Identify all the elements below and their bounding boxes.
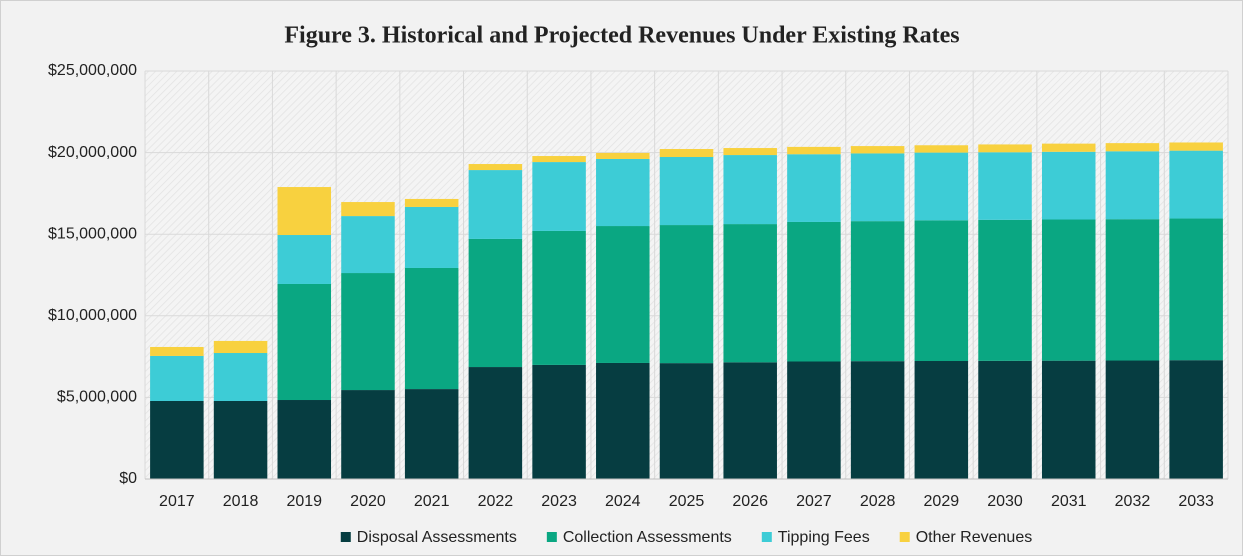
bar-segment [1041, 143, 1096, 152]
bar-segment [1105, 219, 1160, 361]
bar-segment [468, 170, 523, 239]
bar-segment [659, 225, 714, 364]
legend-swatch [761, 532, 772, 542]
bar-segment [150, 355, 204, 401]
x-tick-label: 2026 [732, 493, 768, 510]
x-tick-label: 2023 [541, 493, 577, 510]
x-tick-label: 2032 [1115, 493, 1151, 510]
bar-segment [914, 145, 969, 153]
x-tick-label: 2029 [924, 493, 960, 510]
bar-segment [978, 144, 1032, 153]
bar-segment [277, 400, 332, 479]
x-tick-label: 2027 [796, 493, 832, 510]
x-tick-label: 2025 [669, 493, 705, 510]
bar-segment [468, 164, 523, 171]
y-tick-label: $0 [119, 470, 137, 487]
x-tick-label: 2022 [478, 493, 514, 510]
bar-segment [213, 340, 268, 354]
x-tick-label: 2019 [286, 493, 322, 510]
x-tick-label: 2033 [1178, 493, 1214, 510]
bar-segment [150, 346, 204, 356]
bar-segment [532, 156, 586, 163]
bar-segment [468, 367, 523, 479]
bar-segment [787, 154, 841, 222]
bar-segment [659, 149, 714, 158]
bar-segment [1169, 360, 1223, 479]
x-tick-label: 2031 [1051, 493, 1087, 510]
bar-segment [1105, 360, 1160, 479]
x-tick-label: 2028 [860, 493, 896, 510]
bar-segment [468, 238, 523, 368]
bar-segment [150, 400, 204, 479]
y-tick-label: $20,000,000 [48, 144, 137, 161]
bar-segment [850, 361, 905, 479]
bar-segment [404, 206, 459, 268]
bar-segment [787, 146, 841, 155]
bar-segment [1041, 360, 1096, 479]
chart-title: Figure 3. Historical and Projected Reven… [284, 23, 959, 49]
bar-segment [1169, 142, 1223, 151]
x-tick-label: 2021 [414, 493, 450, 510]
bar-segment [850, 146, 905, 154]
bar-segment [1169, 150, 1223, 219]
bar-segment [277, 187, 332, 236]
legend-swatch [546, 532, 557, 542]
bar-segment [532, 230, 586, 365]
bar-segment [404, 198, 459, 207]
bar-segment [978, 219, 1032, 361]
y-tick-label: $25,000,000 [48, 62, 137, 79]
bar-segment [723, 148, 777, 156]
legend-swatch [899, 532, 910, 542]
bar-segment [596, 152, 650, 159]
bar-segment [1041, 151, 1096, 220]
bar-segment [596, 226, 650, 363]
y-tick-label: $10,000,000 [48, 307, 137, 324]
bar-segment [596, 362, 650, 479]
legend-swatch [340, 532, 351, 542]
bar-segment [978, 152, 1032, 220]
x-tick-label: 2030 [987, 493, 1023, 510]
bar-segment [341, 216, 395, 274]
bar-segment [659, 363, 714, 479]
bar-segment [341, 273, 395, 391]
bar-segment [914, 152, 969, 221]
bar-segment [1105, 143, 1160, 152]
bar-segment [659, 157, 714, 226]
bar-segment [1041, 219, 1096, 361]
x-tick-label: 2024 [605, 493, 641, 510]
bar-segment [1105, 151, 1160, 220]
bar-segment [404, 389, 459, 479]
bar-segment [213, 353, 268, 401]
bar-segment [723, 224, 777, 363]
bar-segment [341, 202, 395, 217]
bar-segment [532, 162, 586, 231]
bar-segment [850, 153, 905, 222]
legend-label: Disposal Assessments [357, 529, 517, 546]
x-tick-label: 2018 [223, 493, 259, 510]
bar-segment [914, 361, 969, 479]
bar-segment [723, 362, 777, 479]
bar-segment [532, 364, 586, 479]
bar-segment [277, 235, 332, 284]
legend-label: Other Revenues [916, 529, 1033, 546]
bar-segment [787, 221, 841, 362]
bar-segment [404, 267, 459, 390]
x-tick-label: 2017 [159, 493, 195, 510]
bar-segment [978, 360, 1032, 479]
legend-label: Collection Assessments [563, 529, 732, 546]
y-tick-label: $5,000,000 [57, 389, 137, 406]
bar-segment [1169, 218, 1223, 361]
bar-segment [277, 283, 332, 401]
bar-segment [596, 158, 650, 227]
bar-segment [341, 390, 395, 479]
bar-segment [850, 221, 905, 362]
bar-segment [213, 400, 268, 479]
legend-label: Tipping Fees [778, 529, 870, 546]
bar-segment [723, 155, 777, 225]
x-tick-label: 2020 [350, 493, 386, 510]
bar-segment [914, 220, 969, 362]
bar-segment [787, 361, 841, 479]
y-tick-label: $15,000,000 [48, 225, 137, 242]
